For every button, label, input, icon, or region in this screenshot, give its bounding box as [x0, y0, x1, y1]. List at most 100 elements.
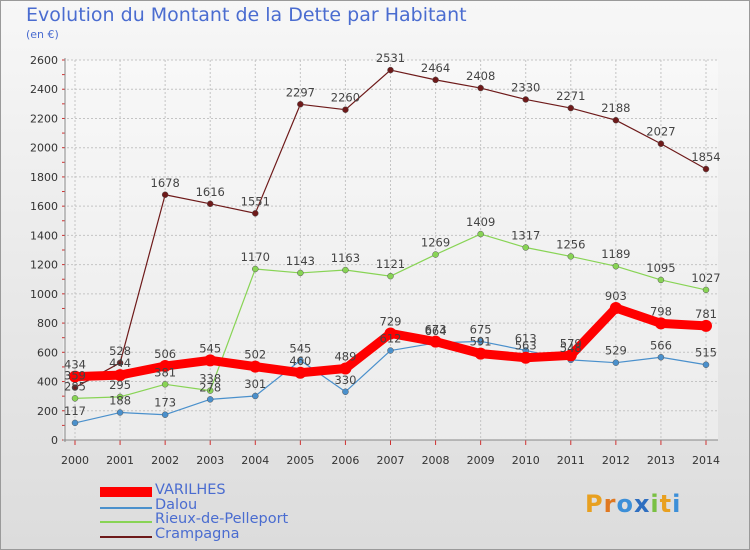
data-label-rieux-de-pelleport: 1269: [421, 236, 450, 250]
x-tick-label: 2004: [241, 454, 269, 467]
data-point-dalou: [297, 357, 304, 364]
data-label-crampagna: 528: [109, 344, 131, 358]
data-point-crampagna: [71, 384, 79, 391]
data-label-dalou: 330: [334, 373, 356, 387]
y-tick-label: 400: [37, 376, 58, 389]
x-tick-label: 2012: [602, 454, 630, 467]
y-tick-label: 2000: [30, 142, 58, 155]
data-point-crampagna: [206, 200, 214, 208]
x-tick-label: 2011: [557, 454, 585, 467]
x-tick-label: 2003: [196, 454, 224, 467]
data-point-varilhes: [114, 369, 127, 382]
data-point-dalou: [477, 338, 484, 345]
data-label-rieux-de-pelleport: 285: [64, 379, 86, 393]
data-label-dalou: 515: [695, 346, 717, 360]
legend-label-varilhes: VARILHES: [155, 482, 226, 498]
y-tick-label: 1200: [30, 259, 58, 272]
data-point-dalou: [161, 411, 169, 418]
data-point-rieux-de-pelleport: [567, 253, 575, 260]
y-tick-label: 1600: [30, 200, 58, 213]
x-tick-label: 2002: [151, 454, 179, 467]
data-point-rieux-de-pelleport: [297, 269, 304, 277]
data-label-rieux-de-pelleport: 1121: [376, 257, 405, 271]
data-label-rieux-de-pelleport: 1163: [331, 251, 360, 265]
logo-letter: P: [585, 490, 604, 518]
data-label-rieux-de-pelleport: 381: [154, 365, 176, 379]
data-point-dalou: [116, 409, 124, 416]
data-label-rieux-de-pelleport: 1409: [466, 215, 495, 229]
data-label-varilhes: 502: [244, 348, 266, 362]
data-point-rieux-de-pelleport: [612, 262, 620, 270]
data-label-rieux-de-pelleport: 1143: [286, 254, 315, 268]
data-label-dalou: 566: [650, 338, 672, 352]
data-point-rieux-de-pelleport: [477, 230, 484, 238]
data-point-rieux-de-pelleport: [252, 265, 259, 273]
data-label-dalou: 664: [425, 324, 447, 338]
data-point-crampagna: [522, 96, 529, 103]
data-label-crampagna: 2027: [646, 125, 675, 139]
data-point-dalou: [71, 419, 79, 427]
data-point-varilhes: [384, 327, 397, 340]
data-point-rieux-de-pelleport: [522, 244, 529, 251]
data-point-rieux-de-pelleport: [116, 393, 124, 401]
y-tick-label: 200: [37, 405, 58, 418]
y-tick-label: 2200: [30, 112, 58, 125]
data-label-dalou: 612: [380, 332, 402, 346]
data-label-rieux-de-pelleport: 1170: [241, 250, 270, 264]
data-label-rieux-de-pelleport: 1027: [691, 271, 720, 285]
data-point-rieux-de-pelleport: [206, 387, 214, 394]
data-point-varilhes: [564, 349, 577, 362]
data-label-dalou: 188: [109, 394, 131, 408]
logo-letter: x: [633, 490, 651, 518]
y-tick-label: 2600: [30, 54, 58, 67]
data-label-dalou: 548: [560, 341, 582, 355]
data-label-rieux-de-pelleport: 338: [199, 372, 221, 386]
data-point-varilhes: [609, 302, 622, 315]
data-point-crampagna: [702, 165, 710, 173]
data-label-varilhes: 545: [199, 341, 221, 355]
data-point-rieux-de-pelleport: [161, 381, 169, 388]
data-point-dalou: [206, 396, 214, 403]
data-point-rieux-de-pelleport: [702, 286, 710, 294]
x-tick-label: 2010: [512, 454, 540, 467]
data-point-dalou: [252, 392, 259, 400]
data-label-crampagna: 2260: [331, 91, 360, 105]
data-point-crampagna: [116, 359, 124, 367]
data-label-varilhes: 673: [425, 323, 447, 337]
y-tick-label: 600: [37, 346, 58, 359]
data-label-varilhes: 591: [470, 335, 492, 349]
legend-label-crampagna: Crampagna: [155, 525, 240, 542]
data-point-crampagna: [342, 106, 349, 113]
logo-letter: o: [616, 490, 634, 518]
data-point-rieux-de-pelleport: [387, 272, 394, 280]
y-tick-label: 1000: [30, 288, 58, 301]
x-tick-label: 2013: [647, 454, 675, 467]
data-label-rieux-de-pelleport: 1095: [646, 261, 675, 275]
data-point-crampagna: [297, 101, 304, 108]
x-tick-label: 2001: [106, 454, 134, 467]
data-point-crampagna: [657, 140, 665, 147]
legend-swatch-crampagna: [100, 535, 152, 538]
data-point-crampagna: [612, 116, 620, 124]
data-point-dalou: [342, 388, 349, 396]
data-label-crampagna: 2531: [376, 51, 405, 65]
data-label-crampagna: 1854: [691, 150, 720, 164]
proxiti-logo: Proxiti: [585, 490, 681, 518]
data-label-varilhes: 781: [695, 307, 717, 321]
data-label-crampagna: 2297: [286, 85, 315, 99]
data-label-dalou: 173: [154, 396, 176, 410]
data-point-varilhes: [474, 347, 487, 360]
y-tick-label: 1800: [30, 171, 58, 184]
data-label-crampagna: 2271: [556, 89, 585, 103]
data-point-varilhes: [654, 317, 667, 330]
y-tick-label: 2400: [30, 83, 58, 96]
y-tick-label: 1400: [30, 229, 58, 242]
legend-swatch-varilhes: [100, 487, 152, 497]
data-label-varilhes: 434: [64, 358, 86, 372]
data-point-dalou: [612, 359, 620, 366]
y-tick-label: 0: [51, 434, 58, 447]
x-tick-label: 2007: [377, 454, 405, 467]
data-point-varilhes: [429, 335, 442, 348]
